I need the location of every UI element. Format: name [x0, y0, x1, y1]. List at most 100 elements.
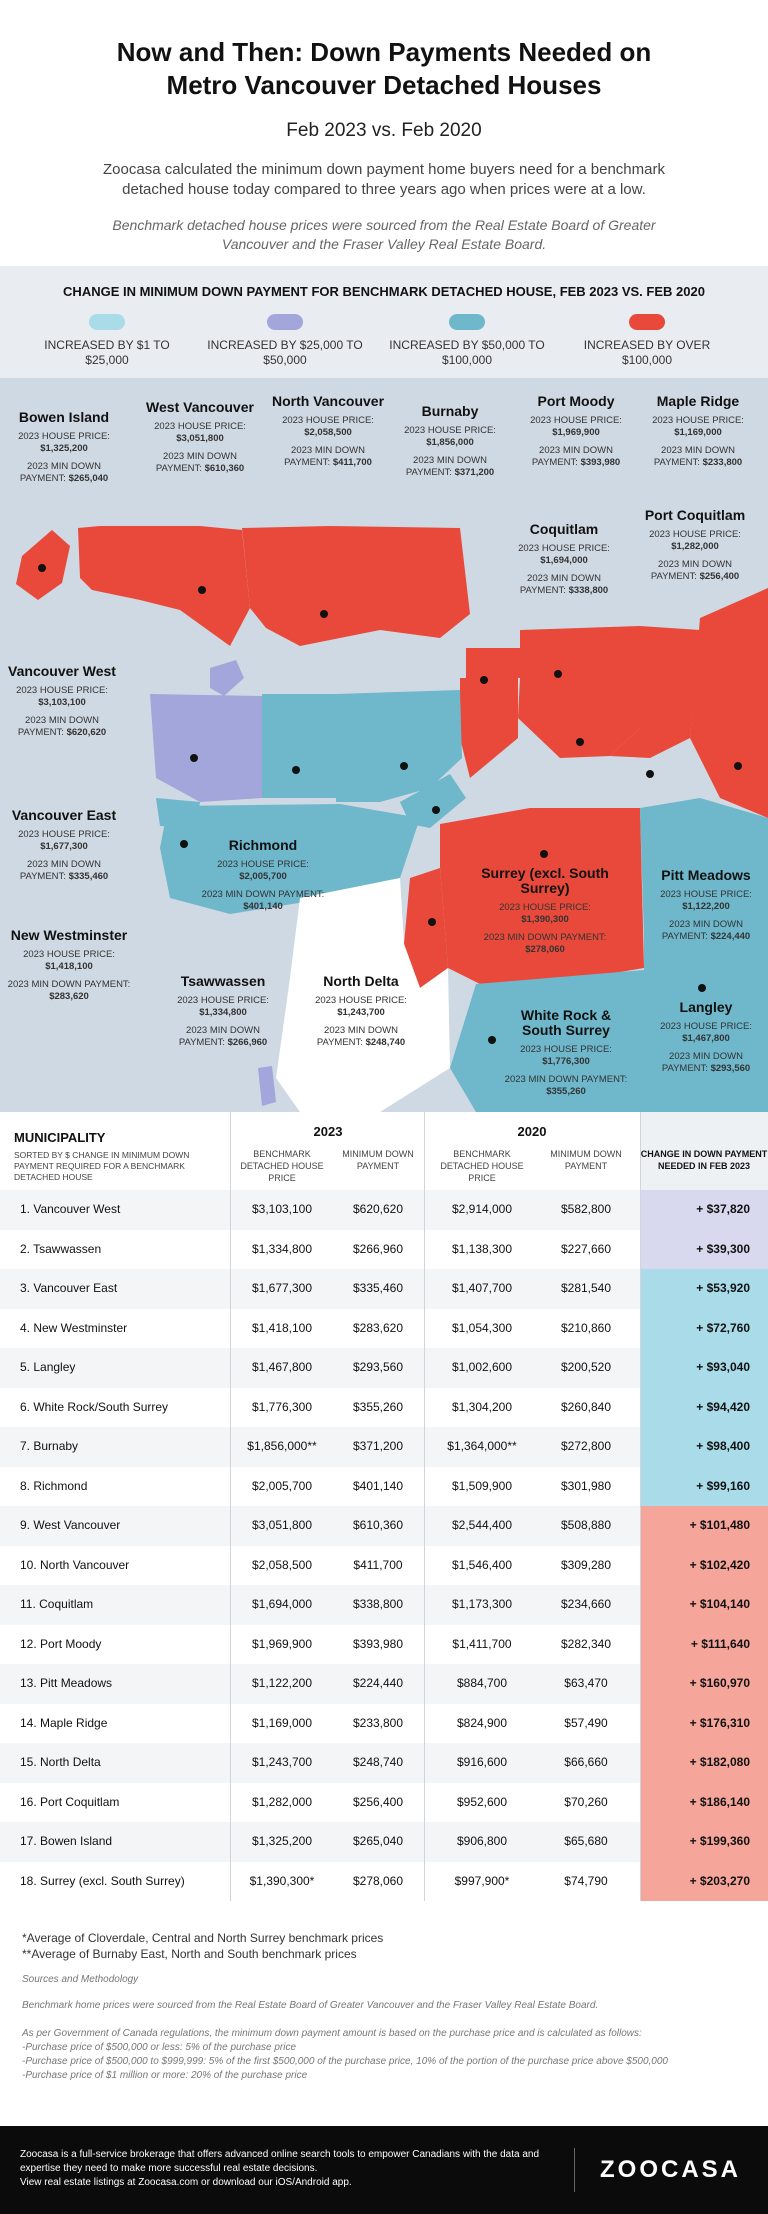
legend-title: CHANGE IN MINIMUM DOWN PAYMENT FOR BENCH…: [63, 284, 705, 299]
map-label-price: 2023 HOUSE PRICE: $2,005,700: [217, 859, 309, 882]
map-label-price: 2023 HOUSE PRICE: $3,051,800: [154, 421, 246, 444]
price-2023: $1,467,800: [251, 1360, 313, 1374]
marker-port-moody: [480, 676, 488, 684]
down-2023: $256,400: [352, 1794, 404, 1809]
down-2020: $63,470: [564, 1676, 608, 1690]
map-label-price: 2023 HOUSE PRICE: $1,856,000: [404, 425, 496, 448]
map-label-port-moody: Port Moody 2023 HOUSE PRICE: $1,969,900 2…: [524, 394, 628, 469]
map-label-down: 2023 MIN DOWN PAYMENT: $620,620: [17, 715, 107, 738]
table-row: 14. Maple Ridge $1,169,000 $233,800 $824,90…: [0, 1703, 768, 1743]
map-label-down: 2023 MIN DOWN PAYMENT: $265,040: [19, 461, 109, 484]
region-port-coquitlam: [610, 626, 700, 758]
footnote-surrey: *Average of Cloverdale, Central and Nort…: [22, 1931, 384, 1945]
zoocasa-logo[interactable]: ZOOCASA: [600, 2156, 741, 2183]
footer-divider: [574, 2148, 575, 2192]
col-2020-price: BENCHMARK DETACHED HOUSE PRICE: [440, 1149, 524, 1183]
down-2023: $224,440: [352, 1676, 404, 1690]
down-2023: $335,460: [352, 1281, 404, 1295]
marker-new-westminster: [432, 806, 440, 814]
municipality-header: MUNICIPALITY: [14, 1130, 106, 1145]
down-2020: $227,660: [560, 1241, 612, 1256]
price-2023: $1,282,000: [251, 1794, 313, 1809]
municipality-name: 4. New Westminster: [20, 1320, 128, 1335]
down-2023: $293,560: [352, 1360, 404, 1374]
down-2020: $210,860: [560, 1320, 612, 1335]
down-2020: $234,660: [560, 1597, 612, 1611]
sources-text: Benchmark home prices were sourced from …: [22, 2000, 599, 2011]
map-label-price: 2023 HOUSE PRICE: $1,122,200: [660, 889, 752, 912]
price-2020: $1,054,300: [451, 1320, 513, 1335]
page-subtitle: Feb 2023 vs. Feb 2020: [286, 120, 482, 141]
down-2023: $278,060: [352, 1873, 404, 1888]
region-north-vancouver: [242, 526, 470, 646]
map-label-tsawwassen: Tsawwassen 2023 HOUSE PRICE: $1,334,800 2…: [168, 974, 278, 1049]
map-label-down: 2023 MIN DOWN PAYMENT: $401,140: [201, 889, 325, 912]
map-label-down: 2023 MIN DOWN PAYMENT: $256,400: [650, 559, 740, 582]
price-2020: $824,900: [456, 1715, 508, 1730]
down-2023: $338,800: [352, 1597, 404, 1611]
municipality-name: 10. North Vancouver: [20, 1557, 130, 1572]
map-label-name: New Westminster: [10, 927, 128, 943]
municipality-name: 6. White Rock/South Surrey: [20, 1399, 169, 1414]
page-title: Now and Then: Down Payments Needed on Me…: [60, 36, 708, 102]
municipality-name: 16. Port Coquitlam: [20, 1794, 120, 1809]
map-label-price: 2023 HOUSE PRICE: $1,677,300: [18, 829, 110, 852]
footer: Zoocasa is a full-service brokerage that…: [0, 2126, 768, 2214]
map-label-name: Pitt Meadows: [661, 867, 751, 883]
source-note: Benchmark detached house prices were sou…: [112, 217, 656, 252]
map-label-new-westminster: New Westminster 2023 HOUSE PRICE: $1,418,…: [6, 928, 132, 1003]
legend-swatch-2: [267, 314, 303, 330]
title-line-1: Now and Then: Down Payments Needed on: [116, 37, 652, 67]
price-2023: $1,969,900: [251, 1636, 313, 1651]
map-label-name: Bowen Island: [18, 409, 110, 425]
region-surrey: [440, 808, 644, 984]
price-2023: $1,677,300: [251, 1281, 313, 1295]
table-row: 1. Vancouver West $3,103,100 $620,620 $2,91…: [0, 1190, 768, 1230]
legend: CHANGE IN MINIMUM DOWN PAYMENT FOR BENCH…: [0, 266, 768, 378]
down-2020: $282,340: [560, 1636, 612, 1651]
change-value: + $53,920: [640, 1269, 768, 1309]
down-2023: $620,620: [352, 1202, 404, 1216]
map-label-name: Richmond: [228, 837, 298, 853]
municipality-name: 15. North Delta: [20, 1755, 101, 1769]
municipality-name: 12. Port Moody: [20, 1636, 102, 1651]
divider-2: [424, 1112, 425, 1901]
municipality-name: 9. West Vancouver: [20, 1518, 121, 1532]
down-2023: $266,960: [352, 1241, 404, 1256]
change-value: + $94,420: [640, 1387, 768, 1427]
municipality-name: 17. Bowen Island: [20, 1834, 113, 1848]
region-pitt-meadows: [640, 798, 768, 938]
map-label-name: Vancouver West: [8, 663, 116, 679]
legend-label-1: INCREASED BY $1 TO $25,000: [44, 338, 170, 367]
down-2023: $283,620: [352, 1320, 404, 1335]
map-label-name: Surrey (excl. South Surrey): [481, 865, 609, 896]
region-north-delta: [404, 868, 448, 988]
footer-line-1: Zoocasa is a full-service brokerage that…: [20, 2149, 540, 2160]
footer-line-3: View real estate listings at Zoocasa.com…: [20, 2177, 352, 2188]
price-2023: $1,418,100: [251, 1320, 313, 1335]
col-change: CHANGE IN DOWN PAYMENT NEEDED IN FEB 202…: [640, 1149, 768, 1171]
map-label-down: 2023 MIN DOWN PAYMENT: $393,980: [531, 445, 621, 468]
price-2023: $2,058,500: [251, 1557, 313, 1572]
change-value: + $111,640: [640, 1624, 768, 1664]
table-body: 1. Vancouver West $3,103,100 $620,620 $2,91…: [0, 1190, 768, 1901]
marker-white-rock: [488, 1036, 496, 1044]
map-label-north-vancouver: North Vancouver 2023 HOUSE PRICE: $2,058,…: [270, 394, 386, 469]
map-label-down: 2023 MIN DOWN PAYMENT: $278,060: [483, 932, 607, 955]
year-2023-header: 2023: [313, 1124, 343, 1139]
map-label-down: 2023 MIN DOWN PAYMENT: $248,740: [316, 1025, 406, 1048]
price-2023: $2,005,700: [251, 1478, 313, 1493]
price-2020: $1,407,700: [451, 1281, 513, 1295]
map-label-price: 2023 HOUSE PRICE: $1,776,300: [520, 1044, 612, 1067]
municipality-name: 3. Vancouver East: [20, 1281, 118, 1295]
table-row: 9. West Vancouver $3,051,800 $610,360 $2,54…: [0, 1506, 768, 1546]
down-2023: $355,260: [352, 1399, 404, 1414]
table-row: 10. North Vancouver $2,058,500 $411,700 $1,…: [0, 1545, 768, 1585]
map-label-down: 2023 MIN DOWN PAYMENT: $355,260: [504, 1074, 628, 1097]
down-2023: $371,200: [352, 1439, 404, 1453]
map-label-down: 2023 MIN DOWN PAYMENT: $335,460: [19, 859, 109, 882]
map-label-name: Maple Ridge: [656, 393, 740, 409]
price-2020: $2,914,000: [451, 1202, 513, 1216]
municipality-name: 5. Langley: [20, 1360, 76, 1374]
table-row: 5. Langley $1,467,800 $293,560 $1,002,600 $2…: [0, 1348, 768, 1388]
